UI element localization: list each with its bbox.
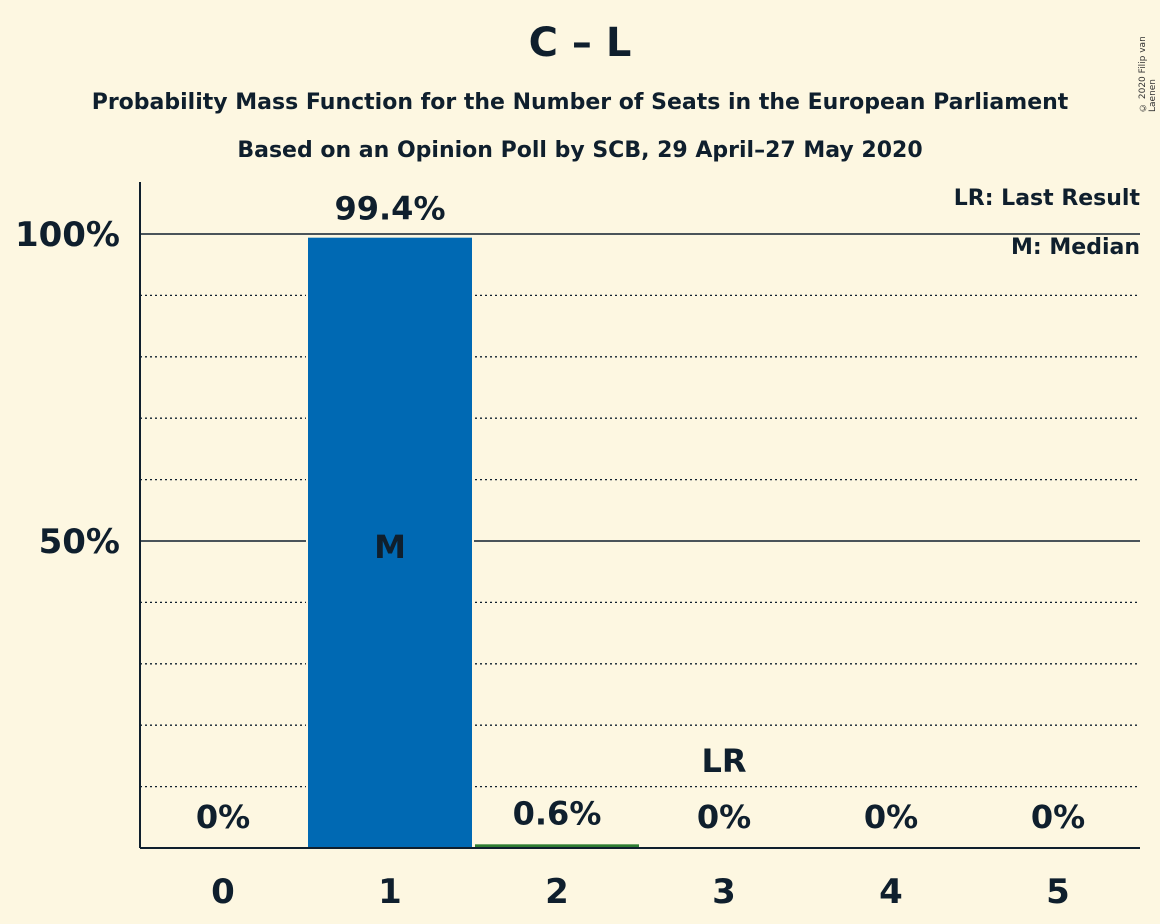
x-tick-label: 3 xyxy=(712,872,736,912)
value-label-0: 0% xyxy=(196,798,250,836)
x-tick-label: 4 xyxy=(879,872,903,912)
value-label-1: 99.4% xyxy=(334,190,445,228)
chart-subtitle-poll: Based on an Opinion Poll by SCB, 29 Apri… xyxy=(237,138,923,163)
x-tick-label: 5 xyxy=(1046,872,1070,912)
x-tick-label: 0 xyxy=(211,872,235,912)
value-label-5: 0% xyxy=(1031,798,1085,836)
median-marker: M xyxy=(374,528,406,566)
value-label-3: 0% xyxy=(697,798,751,836)
bar-2 xyxy=(475,844,639,848)
bar-1 xyxy=(308,237,472,848)
last-result-marker: LR xyxy=(701,742,746,780)
legend-last-result: LR: Last Result xyxy=(953,186,1140,211)
chart-title: C – L xyxy=(528,20,632,66)
chart-subtitle: Probability Mass Function for the Number… xyxy=(91,90,1069,115)
y-tick-label: 100% xyxy=(15,215,120,255)
x-tick-label: 1 xyxy=(378,872,402,912)
value-label-4: 0% xyxy=(864,798,918,836)
y-tick-label: 50% xyxy=(39,522,120,562)
x-tick-label: 2 xyxy=(545,872,569,912)
value-label-2: 0.6% xyxy=(513,794,602,832)
legend-median: M: Median xyxy=(1011,235,1140,260)
